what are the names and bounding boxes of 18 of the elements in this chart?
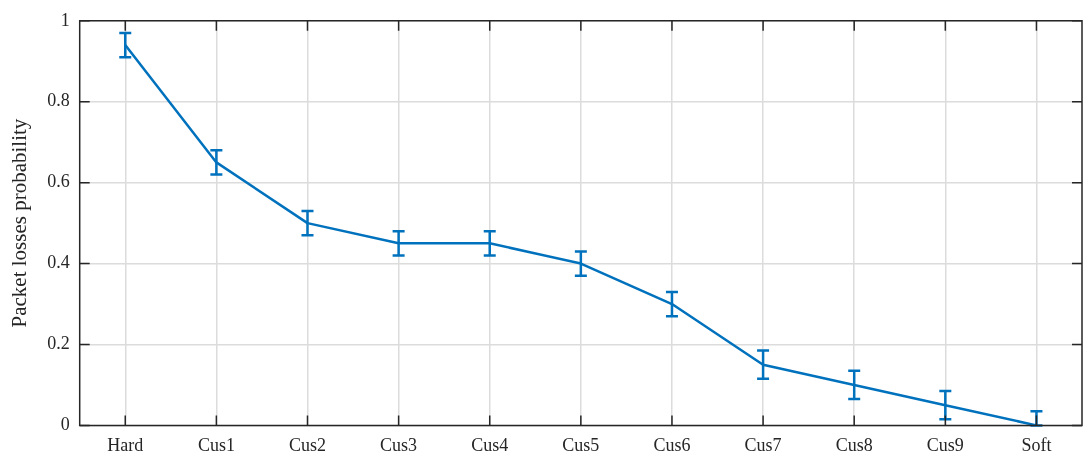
x-tick-label: Hard bbox=[107, 434, 144, 455]
x-tick-label: Cus1 bbox=[197, 434, 235, 455]
x-tick-label: Cus9 bbox=[926, 434, 964, 455]
x-tick-label: Cus5 bbox=[562, 434, 600, 455]
y-tick-label: 0 bbox=[60, 414, 70, 435]
y-axis-title: Packet losses probability bbox=[7, 118, 32, 328]
y-tick-label: 0.8 bbox=[47, 90, 70, 111]
x-tick-label: Cus2 bbox=[288, 434, 326, 455]
x-tick-label: Cus6 bbox=[653, 434, 691, 455]
x-tick-label: Cus3 bbox=[380, 434, 418, 455]
x-tick-label: Soft bbox=[1021, 434, 1052, 455]
x-tick-label: Cus8 bbox=[835, 434, 873, 455]
y-tick-label: 0.4 bbox=[47, 252, 70, 273]
y-tick-label: 1 bbox=[60, 9, 70, 30]
y-tick-label: 0.2 bbox=[47, 333, 70, 354]
y-tick-label: 0.6 bbox=[47, 171, 70, 192]
x-tick-label: Cus4 bbox=[471, 434, 509, 455]
x-tick-label: Cus7 bbox=[744, 434, 782, 455]
